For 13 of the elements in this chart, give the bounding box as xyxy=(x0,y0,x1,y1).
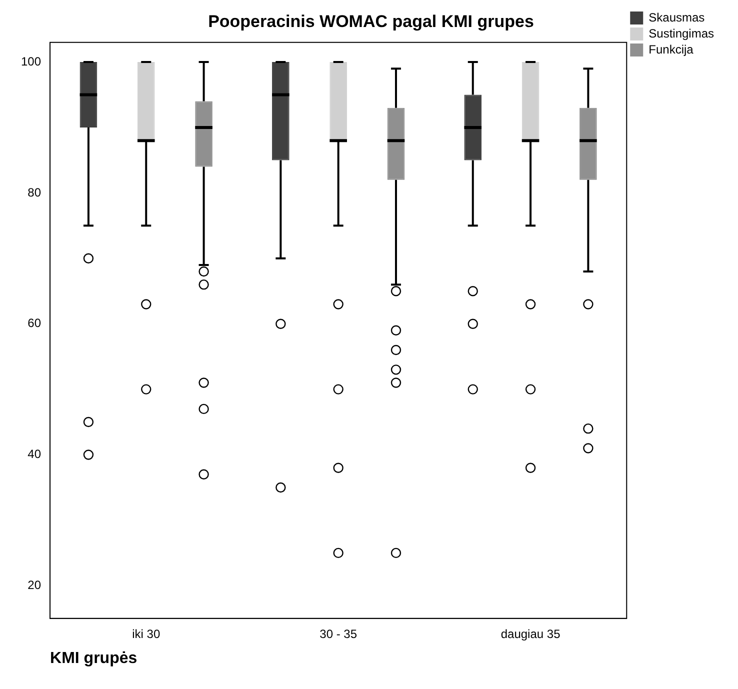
y-tick-label: 60 xyxy=(28,316,42,330)
x-axis-title: KMI grupės xyxy=(50,650,138,667)
y-tick-label: 80 xyxy=(28,185,42,200)
x-tick-label: daugiau 35 xyxy=(500,626,561,641)
chart-title: Pooperacinis WOMAC pagal KMI grupes xyxy=(208,12,534,31)
legend-label: Skausmas xyxy=(648,10,705,24)
y-tick-label: 20 xyxy=(28,578,42,592)
y-tick-label: 40 xyxy=(28,447,42,462)
legend-label: Sustingimas xyxy=(648,26,714,40)
y-tick-label: 100 xyxy=(20,54,42,68)
legend-label: Funkcija xyxy=(648,42,694,56)
x-tick-label: iki 30 xyxy=(132,626,160,641)
x-tick-label: 30 - 35 xyxy=(320,626,358,641)
